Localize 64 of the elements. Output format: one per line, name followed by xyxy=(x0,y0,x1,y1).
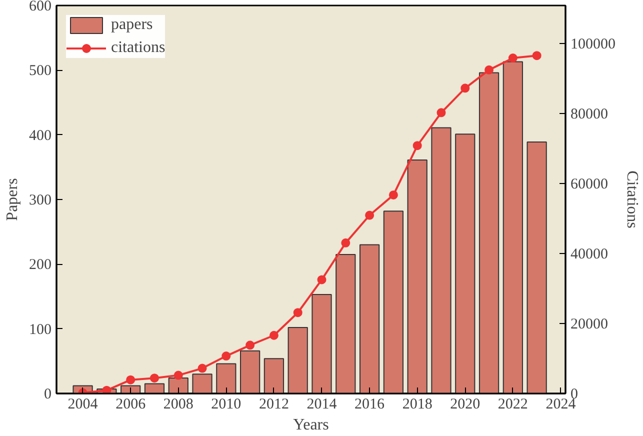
point xyxy=(174,370,183,380)
bar xyxy=(431,127,452,394)
point xyxy=(508,54,518,63)
bar xyxy=(264,358,284,394)
y2-tick-label: 100000 xyxy=(570,36,616,52)
point xyxy=(484,65,494,74)
x-tick-label: 2010 xyxy=(211,396,242,412)
bar xyxy=(336,254,356,394)
point xyxy=(388,190,398,200)
bar xyxy=(502,61,523,394)
point xyxy=(365,210,374,220)
point xyxy=(222,352,231,361)
point xyxy=(460,84,470,93)
point xyxy=(532,51,542,60)
bar xyxy=(240,350,260,394)
bar xyxy=(144,383,165,394)
y2-tick-label: 40000 xyxy=(570,246,608,262)
point xyxy=(412,141,422,150)
y-tick-label: 100 xyxy=(29,322,52,338)
x-tick-label: 2016 xyxy=(354,396,386,412)
point xyxy=(150,374,159,383)
bar xyxy=(288,327,308,394)
point xyxy=(317,275,326,284)
legend-label: citations xyxy=(111,39,166,57)
x-tick-label: 2004 xyxy=(68,396,98,412)
bar xyxy=(312,294,332,394)
y-tick-label: 0 xyxy=(44,386,52,402)
point xyxy=(246,340,255,350)
point xyxy=(102,386,112,394)
y2-tick-label: 60000 xyxy=(570,176,608,192)
x-tick-label: 2022 xyxy=(498,396,528,412)
point xyxy=(436,108,446,118)
y2-axis-title: Citations xyxy=(624,170,640,228)
y-tick-label: 400 xyxy=(29,128,52,144)
bar xyxy=(359,244,380,394)
x-tick-label: 2008 xyxy=(163,396,194,412)
bar xyxy=(120,385,141,394)
bar xyxy=(526,141,547,394)
point xyxy=(293,308,302,318)
legend-label: papers xyxy=(111,16,153,34)
x-tick-label: 2006 xyxy=(116,396,146,412)
x-tick-label: 2020 xyxy=(450,396,480,412)
x-tick-label: 2012 xyxy=(258,396,289,412)
bar xyxy=(407,160,428,394)
x-axis-title: Years xyxy=(293,416,329,434)
y2-tick-label: 80000 xyxy=(570,106,608,122)
bar xyxy=(478,72,500,394)
bar xyxy=(383,210,404,394)
point xyxy=(126,375,136,384)
y-tick-label: 300 xyxy=(29,192,52,208)
point xyxy=(198,364,207,373)
y-tick-label: 500 xyxy=(29,63,52,80)
y-tick-label: 600 xyxy=(29,0,52,14)
bar xyxy=(455,134,476,394)
point xyxy=(341,238,350,248)
y2-tick-label: 20000 xyxy=(570,316,608,332)
y-tick-label: 200 xyxy=(29,257,52,274)
bar xyxy=(168,377,188,394)
y-axis-title: Papers xyxy=(4,178,21,221)
point xyxy=(269,330,278,340)
bar xyxy=(216,363,236,394)
x-tick-label: 2018 xyxy=(402,396,432,412)
x-tick-label: 2014 xyxy=(306,396,338,412)
bar xyxy=(192,374,212,394)
